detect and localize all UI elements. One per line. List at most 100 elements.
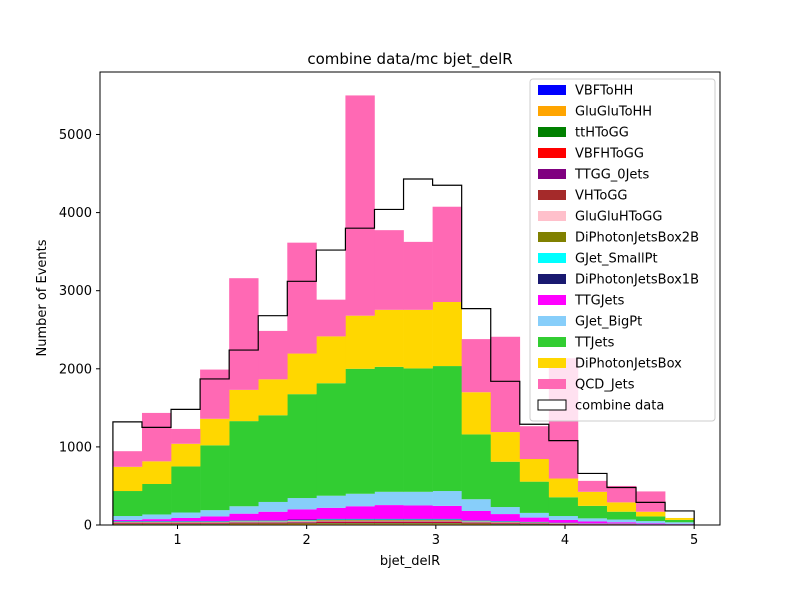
- bar-TTGJets-bin-16: [577, 521, 608, 524]
- bar-TTJets-bin-8: [345, 368, 375, 494]
- bar-TTJets-bin-1: [141, 483, 172, 515]
- legend-label: GJet_BigPt: [575, 315, 642, 330]
- legend-swatch: [537, 399, 567, 411]
- legend-swatch: [538, 379, 566, 389]
- y-tick-label: 2000: [59, 362, 92, 377]
- bar-ttHToGG-bin-8: [345, 523, 375, 524]
- bar-TTJets-bin-5: [258, 415, 288, 502]
- bar-GJet_SmallPt-bin-6: [287, 520, 317, 521]
- bar-VHToGG-bin-7: [316, 521, 346, 522]
- bar-DiPhotonJetsBox-bin-7: [316, 336, 346, 384]
- legend-label: TTJets: [574, 336, 615, 351]
- legend-item: DiPhotonJetsBox: [538, 357, 682, 372]
- bar-QCD_Jets-bin-14: [519, 426, 550, 460]
- bar-DiPhotonJetsBox-bin-3: [200, 418, 230, 446]
- bar-TTJets-bin-17: [606, 511, 637, 520]
- legend-swatch: [538, 106, 566, 116]
- legend-swatch: [538, 211, 566, 221]
- bar-QCD_Jets-bin-7: [316, 299, 346, 337]
- bar-TTGJets-bin-4: [229, 513, 259, 521]
- bar-TTGG_0Jets-bin-7: [316, 521, 346, 523]
- bar-TTGG_0Jets-bin-9: [374, 521, 404, 523]
- legend-swatch: [538, 85, 566, 95]
- series-DiPhotonJetsBox1B: [112, 518, 695, 525]
- legend-swatch: [538, 232, 566, 242]
- series-GJet_SmallPt: [112, 519, 695, 525]
- bar-GluGluToHH-bin-7: [316, 523, 346, 525]
- bar-TTGJets-bin-9: [374, 505, 404, 519]
- y-axis-label: Number of Events: [35, 239, 50, 356]
- bar-GluGluHToGG-bin-8: [345, 520, 375, 522]
- bar-DiPhotonJetsBox-bin-4: [229, 389, 259, 422]
- bar-DiPhotonJetsBox-bin-2: [171, 443, 201, 467]
- bar-QCD_Jets-bin-5: [258, 330, 288, 380]
- bar-TTGJets-bin-7: [316, 507, 346, 519]
- bar-QCD_Jets-bin-3: [200, 369, 230, 419]
- series-VHToGG: [112, 521, 695, 525]
- legend-swatch: [538, 316, 566, 326]
- legend-swatch: [538, 148, 566, 158]
- bar-DiPhotonJetsBox2B-bin-11: [432, 520, 462, 521]
- legend-item: TTJets: [538, 336, 615, 351]
- bar-DiPhotonJetsBox-bin-10: [403, 309, 433, 369]
- bar-TTJets-bin-7: [316, 383, 346, 496]
- legend-label: DiPhotonJetsBox2B: [575, 231, 699, 246]
- bar-QCD_Jets-bin-12: [461, 339, 492, 393]
- bar-VHToGG-bin-9: [374, 521, 404, 522]
- bar-DiPhotonJetsBox-bin-15: [548, 478, 579, 498]
- bar-GJet_SmallPt-bin-8: [345, 519, 375, 521]
- bar-QCD_Jets-bin-16: [577, 480, 608, 492]
- x-axis-label: bjet_delR: [380, 554, 440, 569]
- bar-TTGJets-bin-12: [461, 510, 492, 521]
- x-tick-label: 5: [690, 533, 698, 548]
- bar-DiPhotonJetsBox-bin-18: [636, 511, 666, 517]
- bar-TTJets-bin-9: [374, 366, 404, 492]
- bar-QCD_Jets-bin-2: [171, 428, 201, 444]
- legend-label: GluGluToHH: [575, 105, 652, 120]
- legend-label: DiPhotonJetsBox: [575, 357, 682, 372]
- bar-TTGJets-bin-14: [519, 517, 550, 522]
- bar-VBFHToGG-bin-8: [345, 522, 375, 524]
- bar-GJet_BigPt-bin-11: [432, 491, 462, 506]
- combine-data-step: [112, 178, 695, 525]
- y-tick-label: 0: [84, 519, 92, 534]
- bar-DiPhotonJetsBox-bin-6: [287, 353, 317, 395]
- bar-TTGJets-bin-11: [432, 505, 462, 519]
- legend-swatch: [538, 337, 566, 347]
- series-GJet_BigPt: [112, 491, 695, 524]
- bar-TTGG_0Jets-bin-10: [403, 521, 433, 523]
- legend-swatch: [538, 127, 566, 137]
- bar-TTGJets-bin-13: [490, 514, 521, 522]
- bar-TTGJets-bin-0: [112, 519, 143, 522]
- bar-TTJets-bin-14: [519, 481, 550, 513]
- bar-QCD_Jets-bin-11: [432, 206, 462, 303]
- combine-data-line: [112, 178, 695, 525]
- bar-TTJets-bin-11: [432, 366, 462, 492]
- legend-item: VHToGG: [538, 189, 628, 204]
- bar-VBFHToGG-bin-9: [374, 522, 404, 524]
- bar-ttHToGG-bin-11: [432, 523, 462, 524]
- series-GluGluHToGG: [112, 520, 695, 525]
- bar-TTGJets-bin-3: [200, 516, 230, 522]
- bar-QCD_Jets-bin-13: [490, 336, 521, 433]
- bar-TTGJets-bin-5: [258, 511, 288, 521]
- bar-ttHToGG-bin-7: [316, 523, 346, 524]
- legend-swatch: [538, 169, 566, 179]
- legend-label: VBFToHH: [575, 84, 633, 99]
- bar-QCD_Jets-bin-17: [606, 485, 637, 503]
- legend-item: VBFHToGG: [538, 147, 644, 162]
- legend-item: GJet_SmallPt: [538, 252, 658, 267]
- bar-GJet_BigPt-bin-17: [606, 519, 637, 523]
- bar-DiPhotonJetsBox1B-bin-10: [403, 518, 433, 520]
- bar-DiPhotonJetsBox-bin-19: [665, 517, 695, 520]
- legend-swatch: [538, 253, 566, 263]
- bar-TTGJets-bin-15: [548, 519, 579, 523]
- bar-DiPhotonJetsBox2B-bin-7: [316, 520, 346, 521]
- series-TTGJets: [112, 505, 695, 525]
- legend-item: TTGJets: [538, 294, 625, 309]
- bar-GJet_BigPt-bin-0: [112, 516, 143, 520]
- bar-GJet_SmallPt-bin-10: [403, 519, 433, 521]
- bar-TTGJets-bin-2: [171, 517, 201, 522]
- bar-DiPhotonJetsBox1B-bin-9: [374, 518, 404, 520]
- y-axis-ticks: 0 1000 2000 3000 4000 5000: [59, 128, 100, 534]
